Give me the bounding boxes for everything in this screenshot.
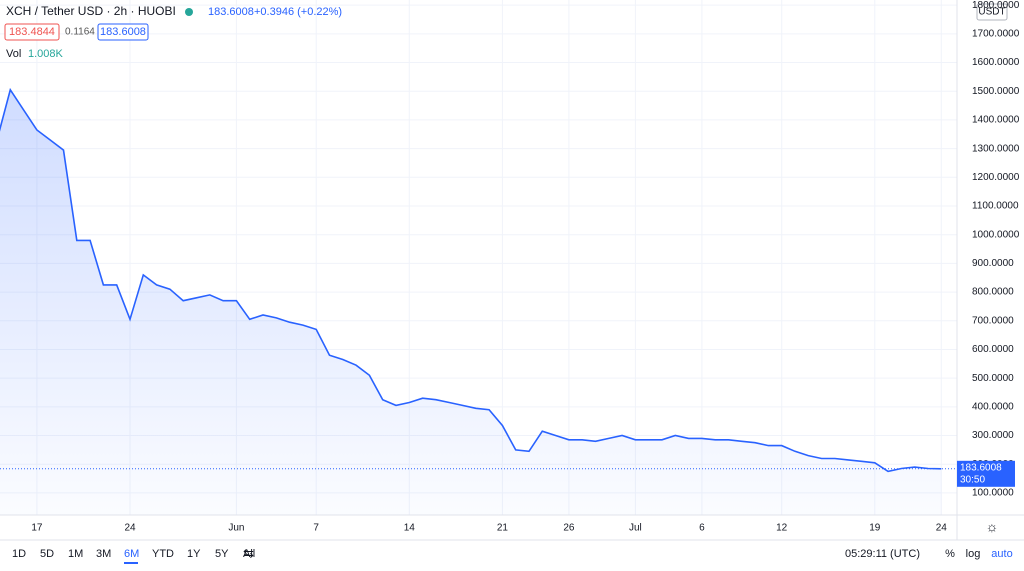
y-tick-label: 1400.0000 (972, 115, 1020, 126)
y-tick-label: 300.0000 (972, 430, 1014, 441)
range-button[interactable]: 5Y (215, 548, 229, 560)
volume-value: 1.008K (28, 48, 64, 60)
range-button[interactable]: 5D (40, 548, 54, 560)
x-tick-label: 21 (497, 523, 509, 534)
x-tick-label: 7 (313, 523, 319, 534)
compare-icon[interactable]: ⇆ (243, 545, 254, 560)
currency[interactable]: USDT (978, 7, 1005, 18)
range-button[interactable]: All (243, 548, 255, 560)
x-tick-label: 14 (404, 523, 416, 534)
x-tick-label: 24 (936, 523, 948, 534)
y-tick-label: 400.0000 (972, 401, 1014, 412)
y-tick-label: 1700.0000 (972, 28, 1020, 39)
status-dot (185, 8, 193, 16)
y-tick-label: 500.0000 (972, 373, 1014, 384)
range-button[interactable]: 3M (96, 548, 111, 560)
y-tick-label: 900.0000 (972, 258, 1014, 269)
range-button[interactable]: 1D (12, 548, 26, 560)
y-tick-label: 1100.0000 (972, 201, 1019, 212)
countdown: 30:50 (960, 474, 985, 485)
y-tick-label: 1500.0000 (972, 86, 1020, 97)
settings-icon[interactable]: ☼ (986, 519, 999, 535)
price-line (0, 87, 942, 473)
range-button[interactable]: 1Y (187, 548, 201, 560)
ask-box[interactable] (97, 23, 149, 41)
toolbar: 1D 5D 1M 3M 6M YTD 1Y 5Y All (12, 548, 255, 564)
y-tick-label: 100.0000 (972, 488, 1014, 499)
range-button[interactable]: YTD (152, 548, 174, 560)
x-tick-label: 12 (776, 523, 788, 534)
ask[interactable]: 183.6008 (100, 26, 146, 38)
log-toggle[interactable]: log (966, 548, 981, 560)
change: +0.3946 (+0.22%) (254, 6, 342, 18)
y-tick-label: 800.0000 (972, 287, 1014, 298)
y-tick-label: 1600.0000 (972, 57, 1020, 68)
x-tick-label: 17 (31, 523, 43, 534)
range-button[interactable]: 6M (124, 548, 139, 560)
clock: 05:29:11 (UTC) (845, 548, 920, 560)
volume-label: Vol (6, 48, 21, 60)
price-tag (957, 460, 1015, 487)
y-tick-label: 600.0000 (972, 344, 1014, 355)
percent-toggle[interactable]: % (945, 548, 955, 560)
x-tick-label: Jul (629, 523, 642, 534)
symbol-title: XCH / Tether USD · 2h · HUOBI (6, 4, 176, 18)
currency-box[interactable] (976, 3, 1008, 21)
plot (0, 0, 957, 515)
y-tick-label: 1300.0000 (972, 143, 1020, 154)
x-tick-label: 26 (563, 523, 575, 534)
y-tick-label: 700.0000 (972, 315, 1014, 326)
area (0, 89, 942, 515)
y-tick-label: 1800.0000 (972, 0, 1020, 11)
y-tick-label: 1000.0000 (972, 229, 1020, 240)
bid[interactable]: 183.4844 (9, 26, 55, 38)
price-tag-value: 183.6008 (960, 462, 1002, 473)
last-price: 183.6008 (208, 6, 254, 18)
x-tick-label: 24 (124, 523, 136, 534)
x-tick-label: 6 (699, 523, 705, 534)
y-tick-label: 1200.0000 (972, 172, 1020, 183)
spread: 0.1164 (65, 27, 95, 38)
x-tick-label: 19 (869, 523, 881, 534)
range-button[interactable]: 1M (68, 548, 83, 560)
auto-toggle[interactable]: auto (991, 548, 1012, 560)
bid-box[interactable] (4, 23, 60, 41)
x-tick-label: Jun (228, 523, 244, 534)
